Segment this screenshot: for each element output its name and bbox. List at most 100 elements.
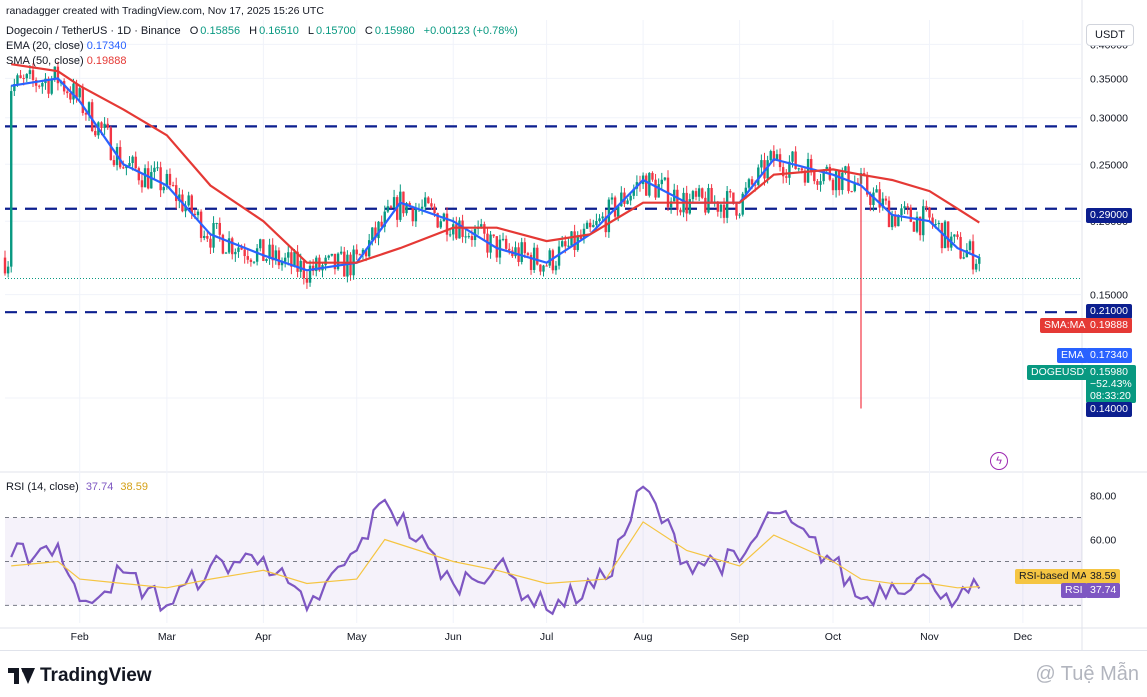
candle-body [978, 257, 981, 264]
candle-body [327, 255, 330, 258]
candle-body [912, 221, 916, 232]
sma-value-tag: 0.19888 [1086, 318, 1132, 333]
candle-body [697, 188, 701, 197]
candle-body [56, 66, 60, 84]
candle-body [654, 179, 657, 198]
candle-body [13, 83, 16, 92]
candle-body [383, 211, 386, 227]
candle-body [878, 189, 881, 208]
watermark: @ Tuệ Mẫn [1035, 663, 1139, 685]
candle-body [841, 172, 844, 191]
candle-body [137, 168, 141, 181]
candle-body [358, 254, 362, 256]
last-price-tag: 0.15980 −52.43% 08:33:20 [1086, 365, 1136, 403]
candle-body [551, 250, 555, 271]
time-tick-label: Dec [1014, 631, 1033, 643]
candle-body [813, 170, 816, 182]
tradingview-logo[interactable]: TradingView [8, 665, 152, 687]
chart-area[interactable]: 0.400000.350000.300000.250000.200000.150… [0, 0, 1147, 650]
candle-body [234, 251, 237, 255]
candle-body [946, 221, 950, 248]
candle-body [772, 151, 776, 161]
candle-body [377, 221, 380, 239]
candle-body [592, 224, 595, 228]
rsi-value-tag: 37.74 [1086, 583, 1121, 598]
candle-body [545, 265, 548, 267]
candle-body [585, 222, 589, 229]
candle-body [367, 240, 371, 257]
candle-body [143, 168, 147, 188]
candle-body [392, 197, 396, 208]
candle-body [47, 78, 50, 94]
candle-body [598, 218, 601, 222]
candle-body [464, 236, 467, 238]
candle-body [710, 187, 713, 204]
candle-body [308, 265, 312, 283]
last-change: −52.43% [1090, 378, 1132, 390]
currency-button[interactable]: USDT [1086, 24, 1134, 46]
candle-body [448, 234, 452, 236]
candle-body [324, 257, 327, 266]
rsi-ma-legend-value: 38.59 [120, 481, 148, 493]
ema-legend[interactable]: EMA (20, close) 0.17340 [6, 40, 127, 52]
candle-body [965, 250, 969, 258]
candle-body [134, 156, 137, 169]
price-tick-label: 0.25000 [1090, 159, 1128, 171]
symbol-legend: Dogecoin / TetherUS · 1D · Binance O 0.15… [6, 25, 518, 37]
candle-body [50, 79, 53, 94]
symbol-tag: DOGEUSDT [1027, 365, 1095, 380]
rsi-legend[interactable]: RSI (14, close) 37.74 38.59 [6, 481, 148, 493]
time-tick-label: Oct [825, 631, 841, 643]
candle-body [853, 182, 856, 192]
candle-body [380, 221, 383, 227]
candle-body [906, 206, 909, 208]
candle-body [414, 209, 418, 222]
candle-body [81, 88, 85, 114]
candle-body [290, 252, 293, 267]
sma-legend[interactable]: SMA (50, close) 0.19888 [6, 55, 127, 67]
candle-body [131, 156, 134, 164]
candle-body [483, 224, 486, 234]
candle-body [508, 248, 511, 251]
candle-body [339, 251, 343, 254]
created-by-text: ranadagger created with TradingView.com,… [6, 5, 324, 17]
candle-body [405, 203, 408, 214]
ema-value-tag: 0.17340 [1086, 348, 1132, 363]
candle-body [22, 78, 25, 80]
candle-body [274, 250, 278, 261]
candle-body [573, 231, 576, 251]
candle-body [884, 198, 888, 201]
candle-body [389, 206, 393, 208]
candle-body [707, 187, 710, 213]
lightning-icon[interactable]: ϟ [990, 452, 1008, 470]
candle-body [725, 191, 729, 218]
candle-body [934, 224, 937, 226]
price-tick-label: 0.35000 [1090, 73, 1128, 85]
candle-body [560, 241, 564, 247]
symbol-title: Dogecoin / TetherUS · 1D · Binance [6, 25, 181, 37]
candle-body [570, 231, 573, 246]
time-tick-label: Jul [540, 631, 553, 643]
candle-body [193, 213, 197, 216]
sma-tag: SMA:MA [1040, 318, 1090, 333]
candle-body [564, 241, 567, 247]
candle-body [128, 163, 131, 167]
candle-body [632, 188, 635, 196]
level-tag-029: 0.29000 [1086, 208, 1132, 223]
candle-body [775, 154, 779, 161]
candle-body [757, 167, 760, 185]
candle-body [937, 222, 941, 225]
candle-body [542, 265, 545, 272]
candle-body [716, 201, 720, 212]
candle-body [669, 201, 673, 208]
candle-body [203, 235, 206, 238]
candle-body [452, 224, 455, 235]
candle-body [28, 70, 32, 75]
rsi-ma-value-tag: 38.59 [1086, 569, 1121, 584]
candle-body [165, 173, 169, 188]
price-tick-label: 0.30000 [1090, 113, 1128, 125]
candle-body [660, 179, 663, 185]
candle-body [87, 102, 91, 115]
candle-body [171, 185, 175, 187]
candle-body [371, 227, 374, 241]
